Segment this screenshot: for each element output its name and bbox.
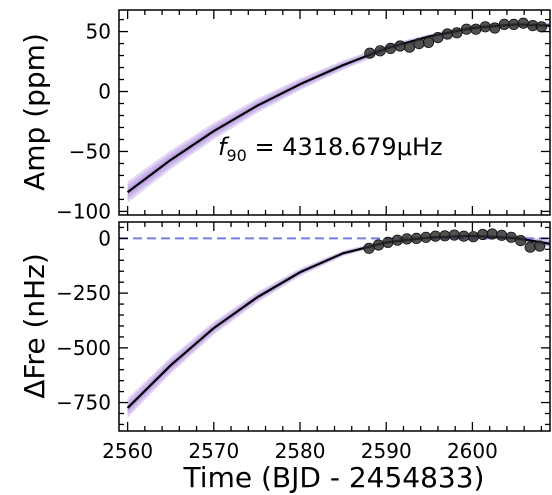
top-data-point — [432, 31, 444, 44]
y-tick-label: −250 — [56, 281, 111, 305]
top-data-point — [374, 45, 386, 57]
x-tick-label: 2590 — [361, 439, 412, 463]
y-tick-label: 50 — [86, 20, 111, 44]
bottom-ticks: 2560 2570 2580 2590 2600 −750 −500 −250 0 — [56, 222, 550, 463]
y-tick-label: −50 — [69, 139, 111, 163]
bottom-data-point — [486, 228, 498, 240]
top-model-curve — [126, 23, 550, 194]
bottom-data-point — [439, 230, 451, 242]
bottom-data-point — [505, 231, 517, 243]
bottom-uncertainty-band-1 — [127, 234, 550, 418]
bottom-data-point — [477, 228, 489, 241]
bottom-data-point — [410, 232, 422, 244]
top-data-point — [394, 40, 406, 52]
top-annotation: f90 = 4318.679μHz — [218, 133, 443, 165]
top-uncertainty-band-3 — [127, 23, 550, 197]
top-data-point — [364, 47, 376, 59]
bottom-data-point — [448, 229, 460, 241]
bottom-data-point — [524, 241, 536, 253]
top-uncertainty-band-2 — [127, 22, 550, 200]
top-data-point — [460, 23, 472, 35]
top-data-point — [517, 17, 529, 29]
bottom-data-point — [420, 231, 432, 243]
top-data-point — [479, 21, 491, 33]
top-ticks: −100 −50 0 50 — [56, 10, 550, 223]
x-axis-label: Time (BJD - 2454833) — [183, 461, 485, 494]
bottom-data-point — [467, 231, 479, 243]
x-tick-label: 2600 — [447, 439, 498, 463]
top-data-point — [498, 18, 510, 31]
top-data-point — [403, 41, 416, 53]
bottom-data-point — [401, 233, 413, 245]
bottom-model-layer — [126, 234, 550, 409]
bottom-data-point — [458, 230, 470, 242]
y-tick-label: −100 — [56, 199, 111, 223]
top-data-point — [441, 28, 453, 40]
top-data-point — [489, 22, 501, 34]
bottom-data-point — [429, 230, 441, 242]
bottom-data-point — [496, 229, 508, 241]
bottom-data-point — [382, 236, 394, 248]
top-band-layer — [127, 22, 550, 203]
top-data-point — [470, 23, 482, 35]
y-tick-label: −750 — [56, 391, 111, 415]
top-panel: −100 −50 0 50 f90 = 4318.679μHz Amp (ppm) — [18, 9, 551, 223]
top-data-point — [451, 27, 463, 39]
top-data-point — [413, 37, 425, 50]
bottom-band-layer — [127, 234, 550, 418]
y-tick-label: 0 — [98, 80, 111, 104]
bottom-data-point — [363, 242, 375, 254]
y-tick-label: −500 — [56, 336, 111, 360]
x-tick-label: 2560 — [102, 439, 153, 463]
annotation-subscript: 90 — [226, 146, 246, 165]
top-uncertainty-band-1 — [127, 22, 550, 203]
x-tick-label: 2580 — [275, 439, 326, 463]
top-points-layer — [364, 17, 548, 59]
top-data-point — [535, 21, 548, 33]
bottom-uncertainty-band-2 — [127, 234, 550, 415]
bottom-panel: 2560 2570 2580 2590 2600 −750 −500 −250 0 ΔFre (… — [18, 221, 551, 494]
bottom-data-point — [372, 239, 385, 251]
top-data-point — [384, 42, 397, 55]
top-data-point — [508, 18, 520, 31]
top-y-axis-label: Amp (ppm) — [18, 33, 51, 191]
bottom-data-point — [515, 235, 527, 247]
bottom-data-point — [534, 240, 546, 252]
top-data-point — [422, 36, 435, 49]
bottom-axes-frame — [118, 221, 551, 432]
annotation-value: = 4318.679μHz — [247, 133, 443, 161]
bottom-uncertainty-band-3 — [127, 235, 550, 412]
y-tick-label: 0 — [98, 226, 111, 250]
bottom-points-layer — [363, 228, 546, 254]
top-model-layer — [126, 23, 550, 194]
top-axes-frame — [118, 9, 551, 216]
x-tick-label: 2570 — [188, 439, 239, 463]
bottom-y-axis-label: ΔFre (nHz) — [18, 253, 51, 399]
bottom-data-point — [391, 234, 403, 246]
bottom-model-curve — [126, 234, 550, 409]
